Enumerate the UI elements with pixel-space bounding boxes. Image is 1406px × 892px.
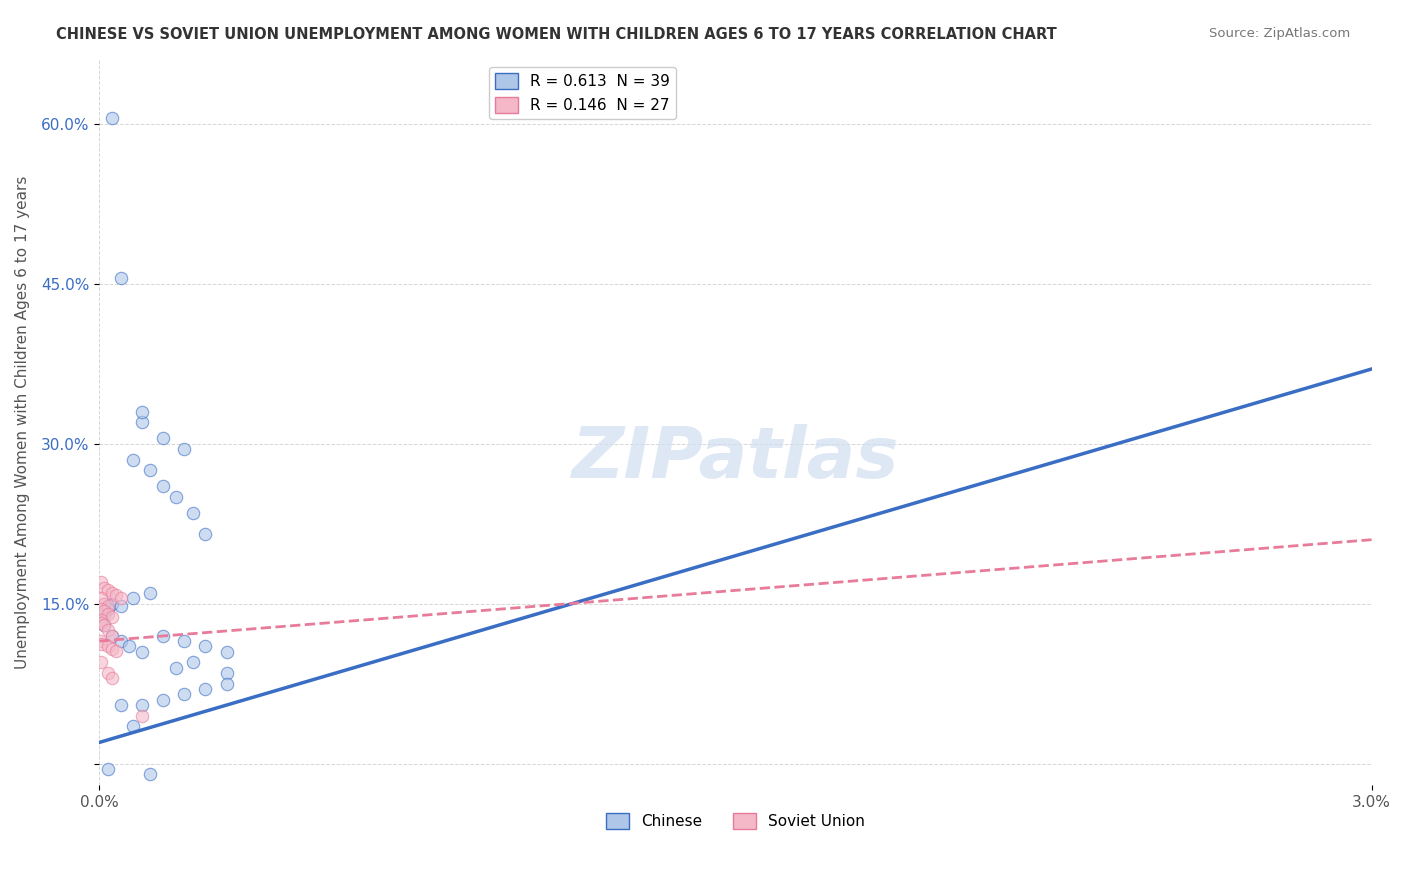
- Point: [110, 634, 132, 648]
- Point: [93, 607, 115, 622]
- Point: [110, 271, 132, 285]
- Point: [194, 527, 217, 541]
- Point: [93, 581, 115, 595]
- Point: [165, 661, 187, 675]
- Text: CHINESE VS SOVIET UNION UNEMPLOYMENT AMONG WOMEN WITH CHILDREN AGES 6 TO 17 YEAR: CHINESE VS SOVIET UNION UNEMPLOYMENT AMO…: [56, 27, 1057, 42]
- Point: [90, 615, 112, 630]
- Point: [105, 643, 128, 657]
- Y-axis label: Unemployment Among Women with Children Ages 6 to 17 years: Unemployment Among Women with Children A…: [15, 176, 30, 669]
- Point: [122, 719, 145, 733]
- Point: [152, 629, 174, 643]
- Point: [131, 708, 153, 723]
- Point: [101, 641, 124, 656]
- Point: [122, 452, 145, 467]
- Point: [215, 645, 238, 659]
- Point: [152, 479, 174, 493]
- Point: [110, 698, 132, 712]
- Point: [90, 591, 112, 606]
- Point: [152, 431, 174, 445]
- Point: [93, 618, 115, 632]
- Point: [97, 640, 120, 654]
- Point: [194, 640, 217, 654]
- Text: Source: ZipAtlas.com: Source: ZipAtlas.com: [1209, 27, 1350, 40]
- Point: [118, 640, 141, 654]
- Point: [181, 656, 204, 670]
- Point: [97, 602, 120, 616]
- Point: [215, 666, 238, 681]
- Point: [139, 586, 162, 600]
- Point: [90, 637, 112, 651]
- Point: [139, 767, 162, 781]
- Point: [173, 634, 195, 648]
- Point: [131, 405, 153, 419]
- Legend: Chinese, Soviet Union: Chinese, Soviet Union: [600, 807, 870, 836]
- Point: [90, 602, 112, 616]
- Point: [101, 609, 124, 624]
- Point: [181, 506, 204, 520]
- Point: [122, 591, 145, 606]
- Point: [101, 672, 124, 686]
- Point: [97, 624, 120, 638]
- Point: [90, 656, 112, 670]
- Point: [93, 604, 115, 618]
- Point: [105, 588, 128, 602]
- Point: [93, 618, 115, 632]
- Point: [139, 463, 162, 477]
- Point: [173, 442, 195, 456]
- Point: [101, 629, 124, 643]
- Point: [90, 575, 112, 590]
- Point: [101, 629, 124, 643]
- Point: [101, 112, 124, 126]
- Point: [93, 597, 115, 611]
- Point: [97, 666, 120, 681]
- Point: [173, 687, 195, 701]
- Text: ZIPatlas: ZIPatlas: [572, 424, 898, 493]
- Point: [90, 613, 112, 627]
- Point: [101, 586, 124, 600]
- Point: [215, 677, 238, 691]
- Point: [194, 682, 217, 697]
- Point: [97, 599, 120, 613]
- Point: [110, 599, 132, 613]
- Point: [131, 415, 153, 429]
- Point: [97, 762, 120, 776]
- Point: [152, 692, 174, 706]
- Point: [110, 591, 132, 606]
- Point: [131, 645, 153, 659]
- Point: [165, 490, 187, 504]
- Point: [89, 634, 111, 648]
- Point: [97, 582, 120, 597]
- Point: [101, 597, 124, 611]
- Point: [97, 607, 120, 622]
- Point: [131, 698, 153, 712]
